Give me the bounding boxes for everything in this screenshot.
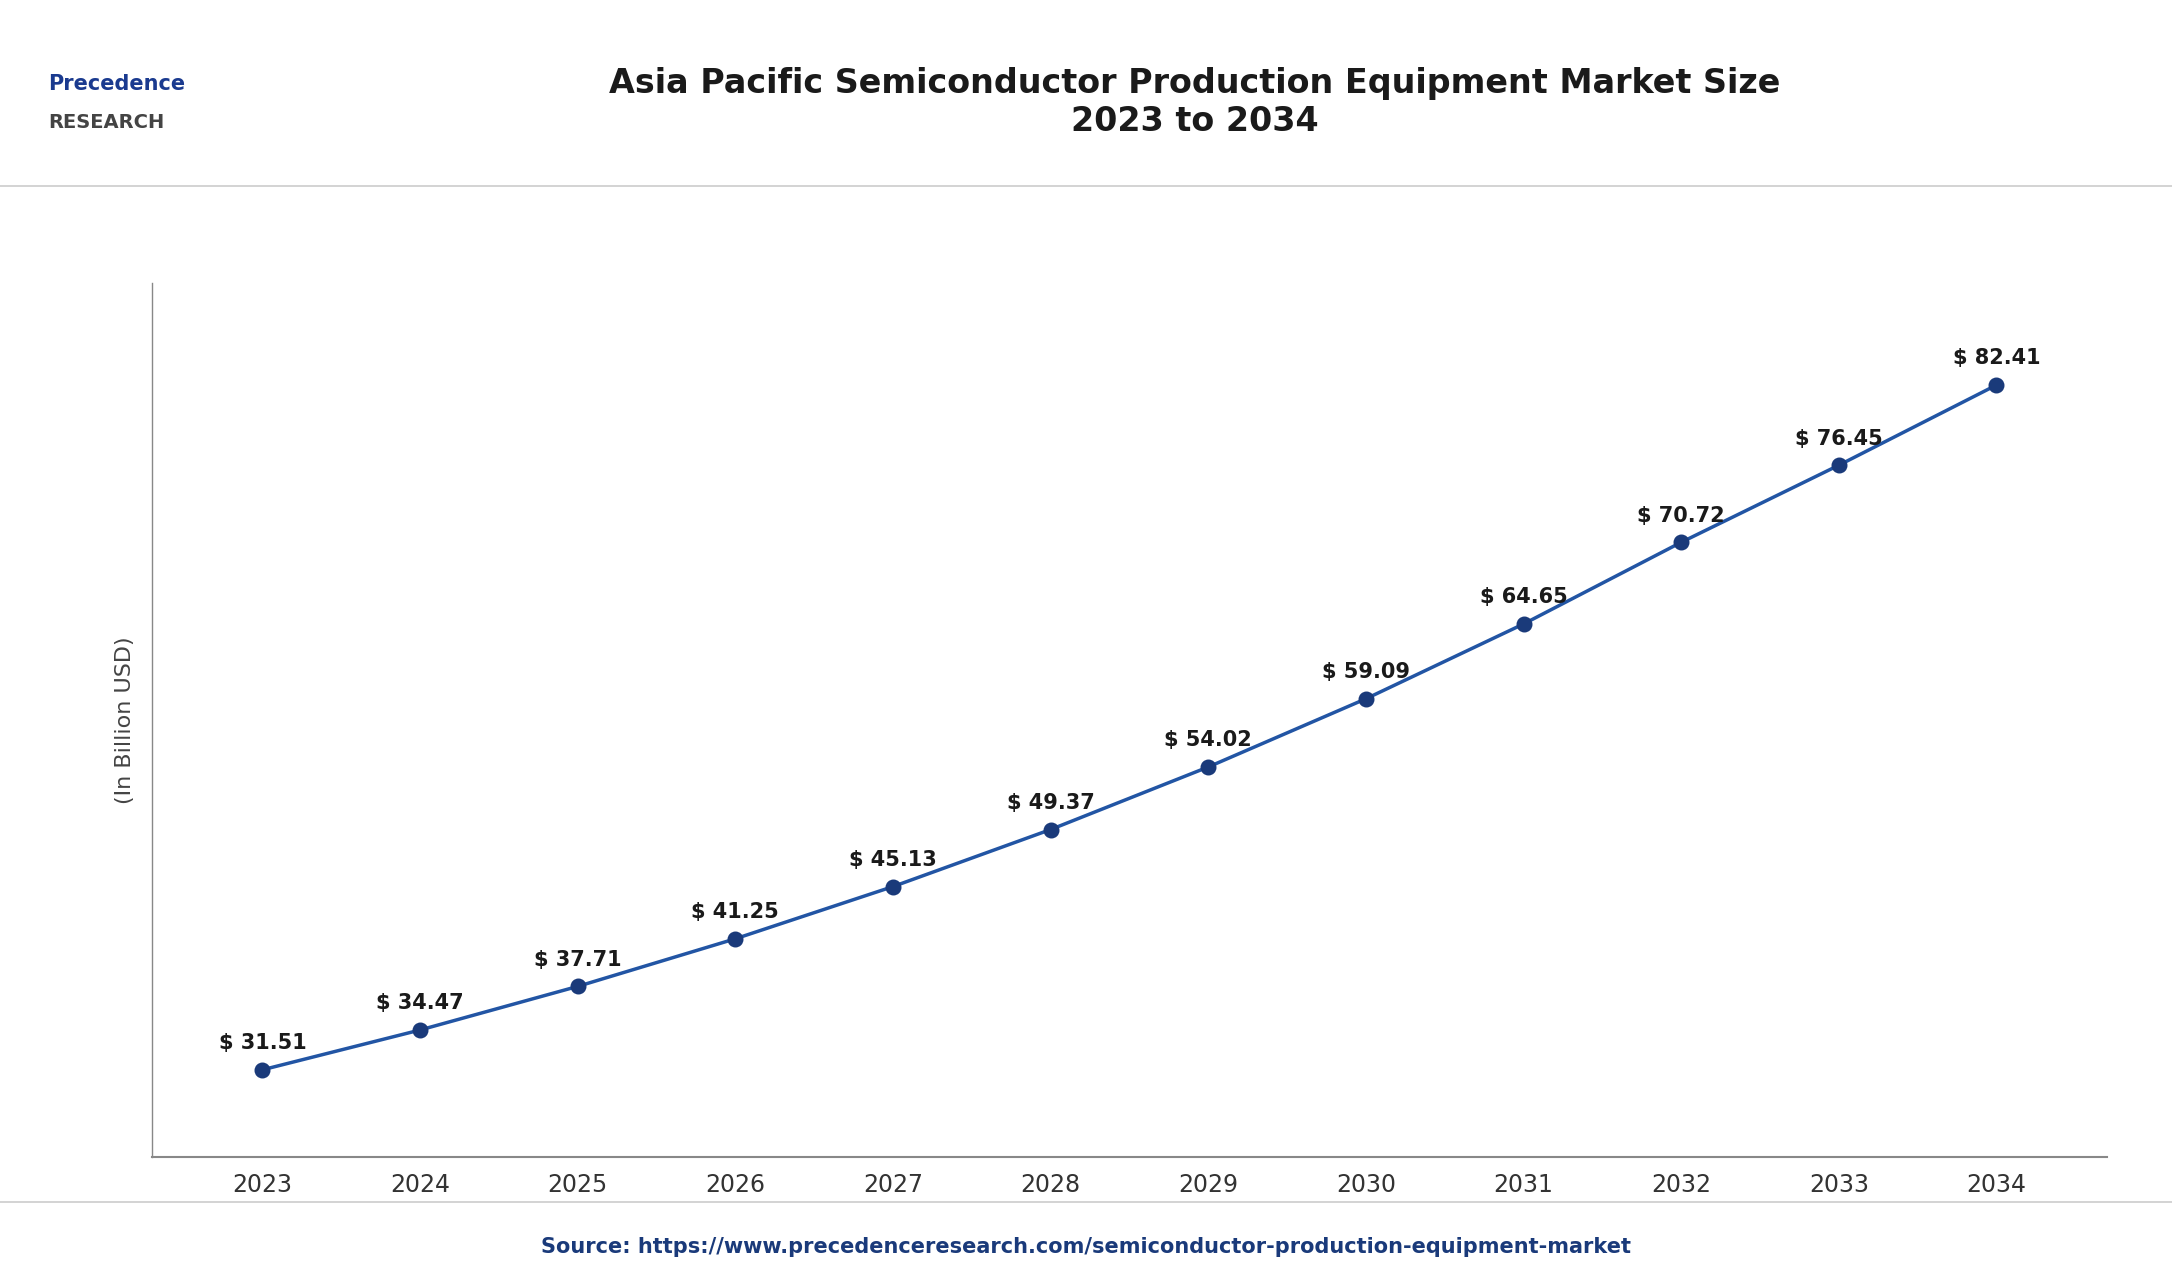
Point [245,1060,280,1080]
Text: $ 64.65: $ 64.65 [1479,588,1568,607]
Point [560,976,595,997]
Point [1822,455,1857,476]
Text: $ 31.51: $ 31.51 [219,1033,306,1053]
Y-axis label: (In Billion USD): (In Billion USD) [115,637,135,804]
Point [1034,819,1069,840]
Text: Asia Pacific Semiconductor Production Equipment Market Size
2023 to 2034: Asia Pacific Semiconductor Production Eq… [608,67,1781,139]
Text: $ 76.45: $ 76.45 [1794,428,1883,449]
Point [1190,756,1225,777]
Point [1664,532,1699,553]
Text: $ 41.25: $ 41.25 [691,901,780,922]
Point [402,1020,437,1040]
Text: $ 82.41: $ 82.41 [1953,349,2040,368]
Text: Precedence: Precedence [48,73,185,94]
Text: $ 54.02: $ 54.02 [1164,730,1251,750]
Text: Source: https://www.precedenceresearch.com/semiconductor-production-equipment-ma: Source: https://www.precedenceresearch.c… [541,1237,1631,1258]
Text: RESEARCH: RESEARCH [48,113,165,131]
Text: $ 59.09: $ 59.09 [1323,662,1410,682]
Point [719,928,754,949]
Point [1979,374,2013,395]
Text: $ 70.72: $ 70.72 [1638,505,1725,526]
Point [1349,688,1384,709]
Text: $ 34.47: $ 34.47 [376,993,465,1013]
Text: $ 49.37: $ 49.37 [1008,793,1095,813]
Text: $ 45.13: $ 45.13 [849,850,936,869]
Point [1505,613,1540,634]
Text: $ 37.71: $ 37.71 [534,950,621,970]
Point [875,876,910,896]
